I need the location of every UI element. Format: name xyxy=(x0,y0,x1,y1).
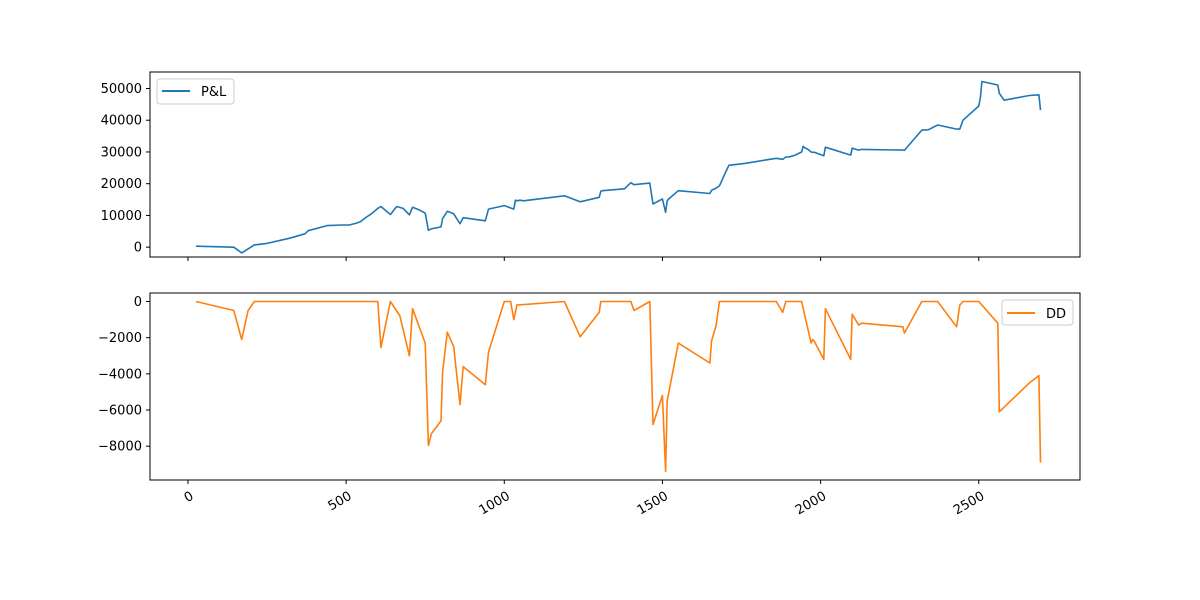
dd-y-tick-label: −2000 xyxy=(98,331,142,346)
dd-series xyxy=(195,300,1042,473)
dd-legend: DD xyxy=(1001,299,1074,326)
pnl-y-tick-label: 10000 xyxy=(101,209,142,224)
dd-y-ticks xyxy=(146,301,150,447)
pnl-y-tick-label: 0 xyxy=(134,241,142,256)
pnl-y-tick-label: 30000 xyxy=(101,145,142,160)
pnl-x-ticks xyxy=(187,257,980,261)
dd-axes-frame xyxy=(149,292,1081,481)
dd-x-ticks xyxy=(187,480,980,484)
pnl-series-line xyxy=(195,80,1042,254)
dd-legend-label: DD xyxy=(1046,307,1066,322)
pnl-y-ticks xyxy=(146,88,150,248)
dd-y-tick-label: −4000 xyxy=(98,367,142,382)
pnl-legend: P&L xyxy=(156,78,235,105)
pnl-legend-label: P&L xyxy=(201,85,227,100)
dd-legend-box xyxy=(1001,299,1074,326)
dd-y-tick-labels: 0 −2000 −4000 −6000 −8000 xyxy=(98,295,142,455)
pnl-y-tick-labels: 0 10000 20000 30000 40000 50000 xyxy=(101,82,142,256)
dd-y-tick-label: −6000 xyxy=(98,404,142,419)
pnl-panel: 0 10000 20000 30000 40000 50000 P&L xyxy=(101,71,1081,261)
pnl-legend-box xyxy=(156,78,235,105)
dd-y-tick-label: 0 xyxy=(134,295,142,310)
pnl-y-tick-label: 40000 xyxy=(101,114,142,129)
pnl-y-tick-label: 20000 xyxy=(101,177,142,192)
pnl-y-tick-label: 50000 xyxy=(101,82,142,97)
dd-y-tick-label: −8000 xyxy=(98,440,142,455)
dd-series-line xyxy=(195,300,1042,473)
pnl-series xyxy=(195,80,1042,254)
pnl-axes-frame xyxy=(149,71,1081,258)
